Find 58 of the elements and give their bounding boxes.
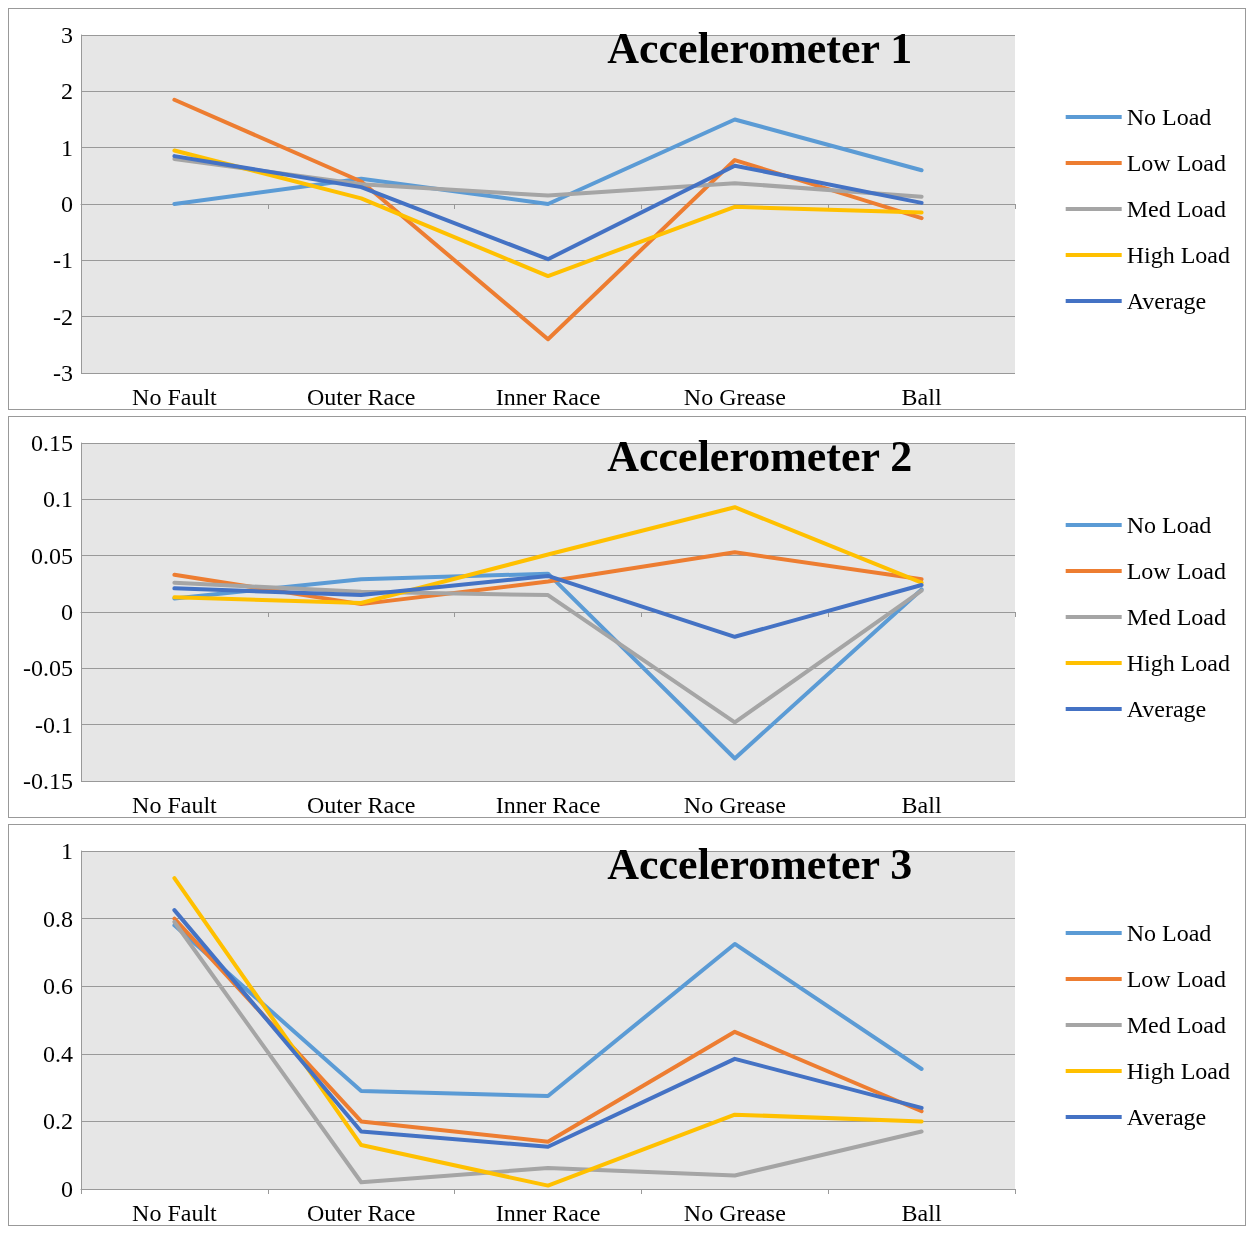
y-tick-label: 3: [61, 22, 73, 48]
legend-label: No Load: [1126, 104, 1212, 130]
legend-label: Med Load: [1126, 196, 1226, 222]
y-tick-label: 0.4: [43, 1040, 73, 1067]
legend-label: High Load: [1126, 650, 1230, 676]
x-tick-label: Inner Race: [495, 1200, 601, 1226]
x-tick-label: Ball: [901, 384, 942, 410]
x-tick-label: Ball: [901, 1200, 942, 1226]
y-tick-label: 0.6: [43, 973, 73, 1000]
x-tick-label: No Grease: [683, 792, 786, 818]
legend-label: High Load: [1126, 1058, 1230, 1084]
y-tick-label: 0.8: [43, 905, 73, 932]
y-tick-label: -2: [53, 303, 73, 330]
legend-label: Average: [1126, 288, 1207, 314]
line-series: [172, 154, 924, 262]
chart-title: Accelerometer 3: [607, 839, 913, 889]
line-series: [172, 923, 924, 1099]
x-tick-label: No Fault: [132, 792, 218, 818]
x-tick-label: No Fault: [132, 1200, 218, 1226]
line-series: [172, 573, 924, 639]
legend-label: Low Load: [1126, 966, 1226, 992]
x-tick-label: No Grease: [683, 384, 786, 410]
legend-label: Med Load: [1126, 604, 1226, 630]
chart-title: Accelerometer 2: [607, 431, 913, 481]
legend-label: Average: [1126, 696, 1207, 722]
y-tick-label: -1: [53, 247, 73, 274]
y-tick-label: 1: [61, 134, 73, 161]
x-tick-label: Ball: [901, 792, 942, 818]
line-series: [172, 505, 924, 605]
y-tick-label: 0.2: [43, 1108, 73, 1135]
x-tick-label: Outer Race: [306, 792, 416, 818]
legend-label: High Load: [1126, 242, 1230, 268]
chart-title: Accelerometer 1: [607, 23, 913, 73]
x-tick-label: No Fault: [132, 384, 218, 410]
y-tick-label: 0.05: [31, 542, 73, 569]
y-tick-label: -3: [53, 360, 73, 386]
x-tick-label: No Grease: [683, 1200, 786, 1226]
x-tick-label: Inner Race: [495, 384, 601, 410]
y-tick-label: 0: [61, 191, 73, 217]
y-tick-label: 0.15: [31, 430, 73, 456]
x-tick-label: Outer Race: [306, 384, 416, 410]
y-tick-label: 0: [61, 599, 73, 625]
x-tick-label: Inner Race: [495, 792, 601, 818]
legend-label: Low Load: [1126, 558, 1226, 584]
legend-label: Average: [1126, 1104, 1207, 1130]
legend-label: No Load: [1126, 512, 1212, 538]
y-tick-label: -0.1: [35, 711, 73, 738]
line-series: [172, 148, 924, 279]
legend-label: Med Load: [1126, 1012, 1226, 1038]
y-tick-label: 0: [61, 1176, 73, 1202]
y-tick-label: -0.15: [23, 768, 73, 794]
y-tick-label: -0.05: [23, 655, 73, 682]
x-tick-label: Outer Race: [306, 1200, 416, 1226]
legend-label: No Load: [1126, 920, 1212, 946]
legend-label: Low Load: [1126, 150, 1226, 176]
y-tick-label: 2: [61, 78, 73, 105]
y-tick-label: 0.1: [43, 486, 73, 513]
y-tick-label: 1: [61, 838, 73, 864]
